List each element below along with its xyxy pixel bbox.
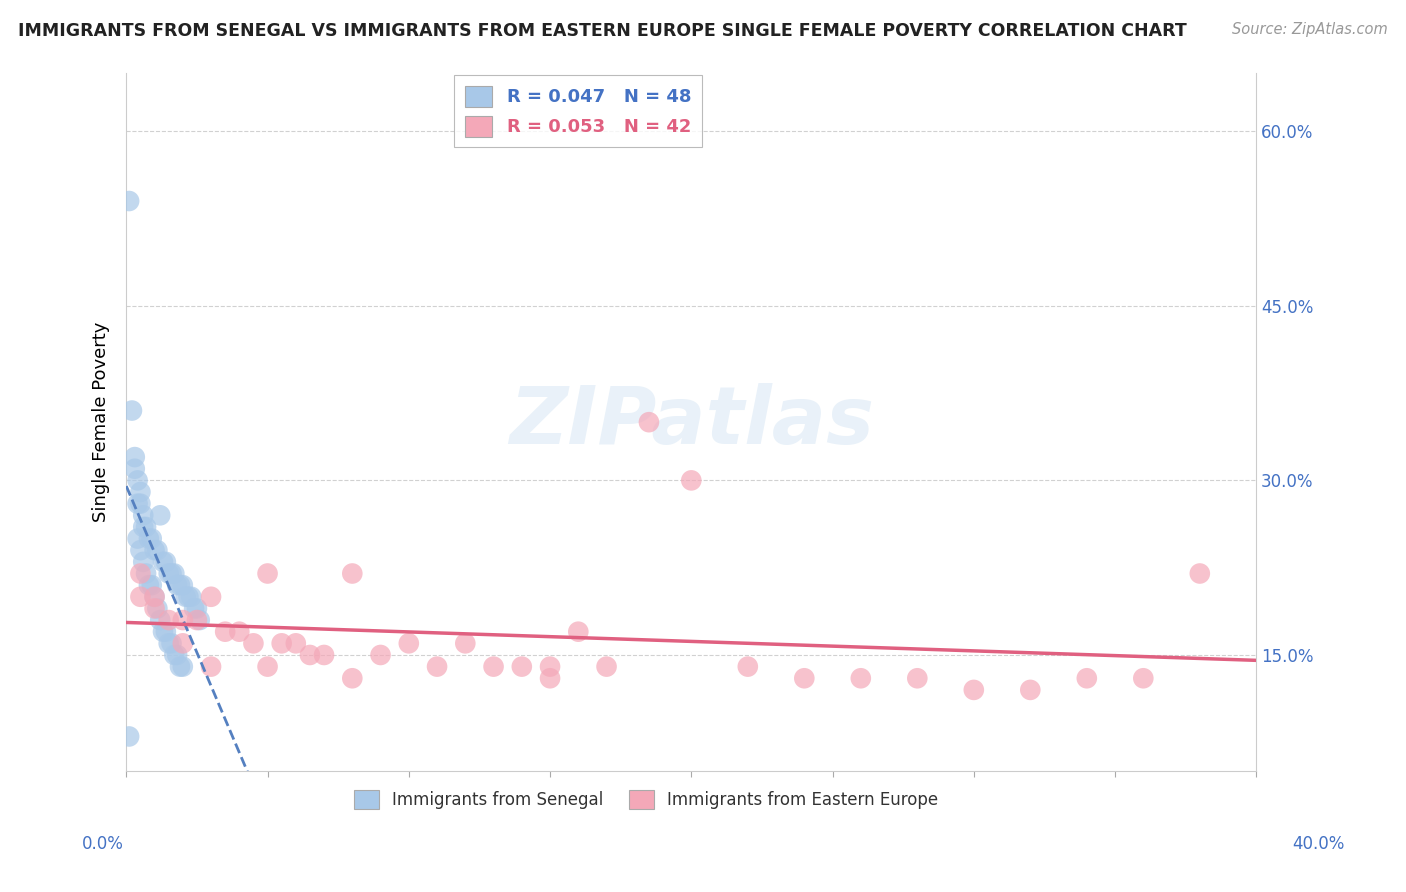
Point xyxy=(510,659,533,673)
Point xyxy=(270,636,292,650)
Point xyxy=(256,566,278,581)
Point xyxy=(188,613,211,627)
Point xyxy=(149,613,172,627)
Point xyxy=(155,555,177,569)
Point xyxy=(160,636,183,650)
Point xyxy=(426,659,449,673)
Point xyxy=(141,578,163,592)
Point xyxy=(143,590,166,604)
Point xyxy=(157,636,180,650)
Point xyxy=(118,730,141,744)
Legend: Immigrants from Senegal, Immigrants from Eastern Europe: Immigrants from Senegal, Immigrants from… xyxy=(347,783,945,815)
Point xyxy=(186,601,208,615)
Point xyxy=(180,590,202,604)
Point xyxy=(135,566,157,581)
Point xyxy=(681,474,703,488)
Point xyxy=(149,508,172,523)
Point xyxy=(172,578,194,592)
Point xyxy=(129,566,152,581)
Point xyxy=(1019,682,1042,697)
Point xyxy=(152,624,174,639)
Point xyxy=(454,636,477,650)
Point xyxy=(567,624,589,639)
Point xyxy=(155,624,177,639)
Point xyxy=(172,659,194,673)
Point xyxy=(135,520,157,534)
Point xyxy=(342,671,364,685)
Text: 0.0%: 0.0% xyxy=(82,835,124,853)
Point xyxy=(242,636,264,650)
Point xyxy=(312,648,335,662)
Point xyxy=(963,682,986,697)
Point xyxy=(214,624,236,639)
Text: Source: ZipAtlas.com: Source: ZipAtlas.com xyxy=(1232,22,1388,37)
Text: ZIPatlas: ZIPatlas xyxy=(509,384,873,461)
Point xyxy=(127,474,149,488)
Point xyxy=(141,532,163,546)
Point xyxy=(143,543,166,558)
Point xyxy=(595,659,617,673)
Point xyxy=(166,648,188,662)
Point xyxy=(160,566,183,581)
Point xyxy=(342,566,364,581)
Point xyxy=(169,578,191,592)
Point xyxy=(146,543,169,558)
Point xyxy=(737,659,759,673)
Point xyxy=(163,648,186,662)
Point xyxy=(849,671,872,685)
Point xyxy=(121,403,143,417)
Point xyxy=(163,566,186,581)
Point xyxy=(186,613,208,627)
Point xyxy=(284,636,307,650)
Point xyxy=(152,555,174,569)
Point xyxy=(129,497,152,511)
Point xyxy=(132,520,155,534)
Point xyxy=(370,648,392,662)
Text: IMMIGRANTS FROM SENEGAL VS IMMIGRANTS FROM EASTERN EUROPE SINGLE FEMALE POVERTY : IMMIGRANTS FROM SENEGAL VS IMMIGRANTS FR… xyxy=(18,22,1187,40)
Point xyxy=(538,659,561,673)
Point xyxy=(138,532,160,546)
Point xyxy=(298,648,321,662)
Point xyxy=(200,590,222,604)
Point xyxy=(143,590,166,604)
Point xyxy=(169,659,191,673)
Point xyxy=(157,566,180,581)
Point xyxy=(143,601,166,615)
Point xyxy=(177,590,200,604)
Point xyxy=(174,590,197,604)
Point xyxy=(124,461,146,475)
Point xyxy=(1076,671,1098,685)
Point xyxy=(129,543,152,558)
Point xyxy=(793,671,815,685)
Point xyxy=(132,508,155,523)
Point xyxy=(538,671,561,685)
Point xyxy=(172,636,194,650)
Point xyxy=(172,613,194,627)
Point xyxy=(200,659,222,673)
Point xyxy=(129,590,152,604)
Point xyxy=(157,613,180,627)
Point xyxy=(398,636,420,650)
Text: 40.0%: 40.0% xyxy=(1292,835,1346,853)
Point xyxy=(118,194,141,208)
Point xyxy=(146,601,169,615)
Point xyxy=(905,671,928,685)
Point xyxy=(256,659,278,673)
Point xyxy=(1188,566,1211,581)
Point xyxy=(127,497,149,511)
Point xyxy=(132,555,155,569)
Y-axis label: Single Female Poverty: Single Female Poverty xyxy=(93,322,110,523)
Point xyxy=(129,485,152,500)
Point xyxy=(127,532,149,546)
Point xyxy=(1132,671,1154,685)
Point xyxy=(638,415,661,429)
Point xyxy=(138,578,160,592)
Point xyxy=(228,624,250,639)
Point xyxy=(183,601,205,615)
Point xyxy=(482,659,505,673)
Point xyxy=(166,578,188,592)
Point xyxy=(124,450,146,464)
